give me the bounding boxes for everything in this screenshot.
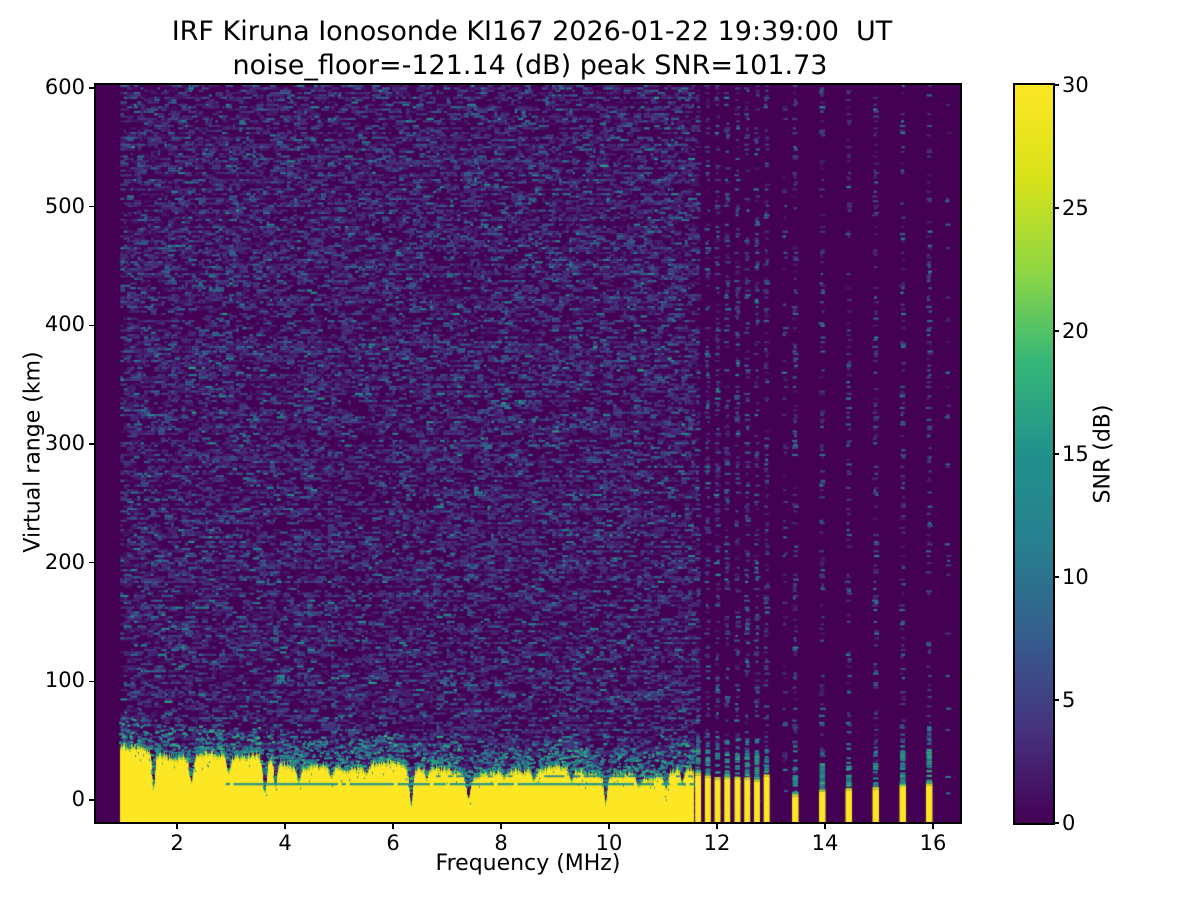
x-tick-label: 16 <box>919 831 947 855</box>
plot-frame <box>94 83 962 824</box>
y-tick-label: 600 <box>44 74 85 99</box>
page-subtitle: noise_floor=-121.14 (dB) peak SNR=101.73 <box>232 50 828 81</box>
x-tick-mark <box>284 822 286 829</box>
x-tick-label: 10 <box>595 831 623 855</box>
y-tick-mark <box>89 799 96 801</box>
y-tick-label: 200 <box>44 549 85 574</box>
y-tick-label: 500 <box>44 193 85 218</box>
x-tick-mark <box>716 822 718 829</box>
x-tick-label: 14 <box>811 831 839 855</box>
y-tick-mark <box>89 680 96 683</box>
colorbar-tick-mark <box>1053 699 1059 701</box>
y-tick-label: 300 <box>44 431 85 455</box>
colorbar-tick-label: 20 <box>1062 319 1089 343</box>
y-tick-mark <box>89 561 96 564</box>
colorbar-tick-label: 15 <box>1062 442 1089 466</box>
x-axis-label: Frequency (MHz) <box>435 851 621 876</box>
colorbar-tick-mark <box>1053 330 1059 332</box>
colorbar-tick-mark <box>1053 822 1059 824</box>
y-tick-mark <box>89 443 96 445</box>
y-tick-mark <box>89 87 96 89</box>
x-tick-label: 4 <box>278 831 292 855</box>
x-tick-label: 12 <box>703 831 731 855</box>
colorbar-tick-label: 5 <box>1062 688 1076 712</box>
colorbar-tick-label: 0 <box>1062 811 1076 835</box>
colorbar-tick-label: 30 <box>1062 73 1089 97</box>
x-tick-mark <box>824 822 826 829</box>
x-tick-label: 8 <box>494 831 508 855</box>
y-tick-label: 400 <box>44 312 85 337</box>
y-tick-label: 0 <box>71 787 85 812</box>
colorbar-tick-mark <box>1053 576 1059 578</box>
colorbar-tick-mark <box>1053 84 1059 86</box>
colorbar-tick-mark <box>1053 453 1059 455</box>
y-tick-mark <box>89 324 96 327</box>
colorbar-tick-label: 25 <box>1062 196 1089 220</box>
page-title: IRF Kiruna Ionosonde KI167 2026-01-22 19… <box>171 16 893 47</box>
y-tick-mark <box>89 205 96 208</box>
x-tick-label: 6 <box>386 831 400 855</box>
ionogram-heatmap <box>96 85 960 822</box>
x-tick-mark <box>500 822 502 829</box>
x-tick-mark <box>608 822 610 829</box>
x-tick-mark <box>176 822 178 829</box>
colorbar-tick-label: 10 <box>1062 565 1089 589</box>
x-tick-label: 2 <box>170 831 184 855</box>
colorbar <box>1015 85 1053 823</box>
y-tick-label: 100 <box>44 668 85 693</box>
colorbar-label: SNR (dB) <box>1090 404 1116 504</box>
x-tick-mark <box>932 822 934 829</box>
colorbar-tick-mark <box>1053 207 1059 209</box>
x-tick-mark <box>392 822 394 829</box>
